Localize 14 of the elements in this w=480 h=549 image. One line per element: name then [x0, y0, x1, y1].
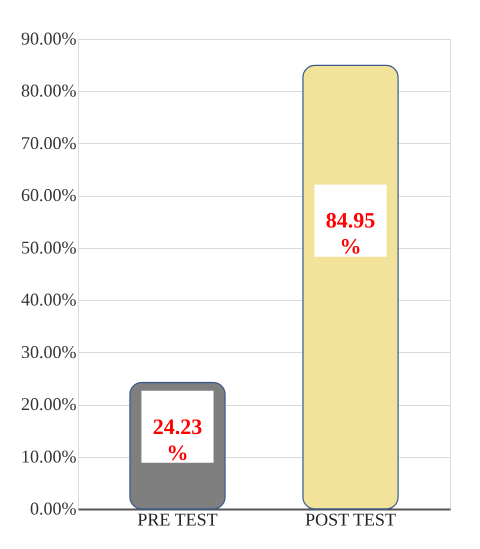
- data-label: 24.23 %: [152, 414, 202, 465]
- y-tick-label: 90.00%: [21, 28, 76, 48]
- x-tick-label: POST TEST: [305, 510, 396, 530]
- y-tick-label: 20.00%: [21, 394, 76, 414]
- x-tick-label: PRE TEST: [137, 510, 218, 530]
- data-label: 84.95 %: [326, 208, 376, 259]
- y-tick-label: 10.00%: [21, 446, 76, 466]
- y-tick-label: 50.00%: [21, 237, 76, 258]
- y-tick-label: 40.00%: [21, 290, 76, 310]
- y-tick-label: 70.00%: [21, 132, 76, 153]
- y-tick-label: 0.00%: [30, 498, 76, 518]
- y-tick-label: 60.00%: [21, 185, 76, 206]
- y-tick-label: 80.00%: [21, 80, 76, 101]
- y-tick-label: 30.00%: [21, 342, 76, 362]
